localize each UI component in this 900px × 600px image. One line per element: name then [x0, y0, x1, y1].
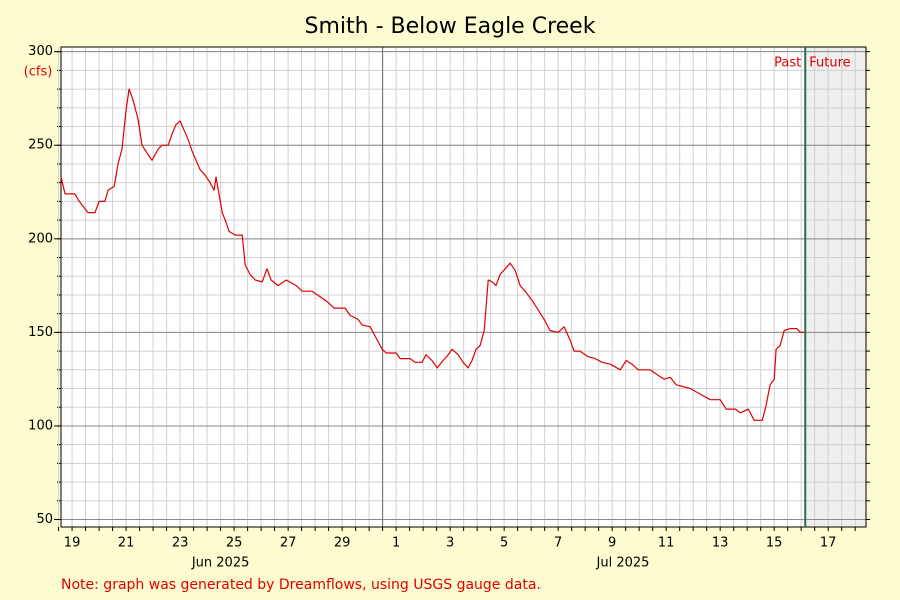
x-tick-label: 23: [172, 536, 189, 551]
x-tick-label: 15: [766, 536, 783, 551]
future-label: Future: [809, 56, 850, 71]
flow-line: [60, 88, 806, 421]
past-label: Past: [774, 56, 801, 71]
grid: [54, 46, 870, 531]
month-label: Jul 2025: [596, 556, 650, 571]
x-tick-label: 21: [118, 536, 135, 551]
y-tick-label: 300: [28, 44, 53, 59]
x-tick-label: 11: [658, 536, 675, 551]
y-tick-label: 250: [28, 138, 53, 153]
x-tick-label: 1: [392, 536, 400, 551]
y-unit-label: (cfs): [24, 65, 53, 80]
x-tick-label: 3: [446, 536, 454, 551]
x-tick-label: 13: [712, 536, 729, 551]
plot-border: [60, 46, 867, 528]
x-tick-label: 29: [334, 536, 351, 551]
y-tick-label: 50: [36, 512, 53, 527]
x-tick-label: 27: [280, 536, 297, 551]
y-tick-label: 150: [28, 325, 53, 340]
y-tick-label: 200: [28, 231, 53, 246]
chart-title: Smith - Below Eagle Creek: [305, 14, 596, 39]
x-tick-label: 9: [608, 536, 616, 551]
y-tick-label: 100: [28, 418, 53, 433]
x-tick-label: 5: [500, 536, 508, 551]
month-label: Jun 2025: [191, 556, 250, 571]
note: Note: graph was generated by Dreamflows,…: [61, 577, 541, 593]
marks: [60, 47, 807, 527]
x-tick-label: 19: [64, 536, 81, 551]
x-tick-label: 7: [554, 536, 562, 551]
x-tick-label: 17: [820, 536, 837, 551]
x-tick-label: 25: [226, 536, 243, 551]
